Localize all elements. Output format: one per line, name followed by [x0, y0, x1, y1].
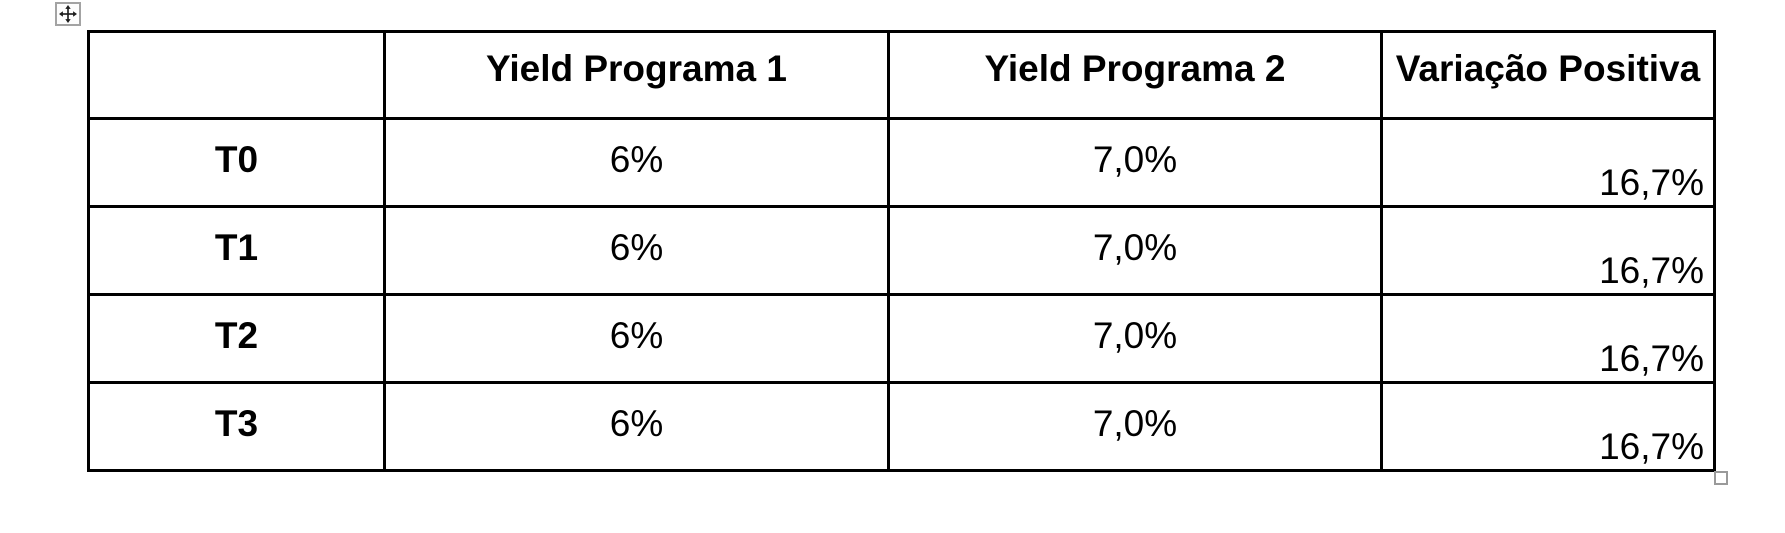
yield2-value-cell[interactable]: 7,0% — [887, 205, 1383, 296]
header-cell-yield-programa-2[interactable]: Yield Programa 2 — [887, 30, 1383, 120]
yield2-value-cell[interactable]: 7,0% — [887, 381, 1383, 472]
variacao-value-cell[interactable]: 16,7% — [1380, 205, 1716, 296]
yield-comparison-table: Yield Programa 1 Yield Programa 2 Variaç… — [87, 30, 1716, 472]
row-label-cell[interactable]: T1 — [87, 205, 386, 296]
table-move-handle[interactable] — [55, 2, 81, 26]
row-label-cell[interactable]: T2 — [87, 293, 386, 384]
header-cell-yield-programa-1[interactable]: Yield Programa 1 — [383, 30, 890, 120]
yield2-value-cell[interactable]: 7,0% — [887, 293, 1383, 384]
yield2-value-cell[interactable]: 7,0% — [887, 117, 1383, 208]
table-row-t1: T1 6% 7,0% 16,7% — [87, 205, 1716, 296]
table-row-t2: T2 6% 7,0% 16,7% — [87, 293, 1716, 384]
variacao-value-cell[interactable]: 16,7% — [1380, 293, 1716, 384]
header-cell-variacao-positiva[interactable]: Variação Positiva — [1380, 30, 1716, 120]
move-arrows-icon — [59, 5, 77, 23]
row-label-cell[interactable]: T3 — [87, 381, 386, 472]
table-resize-handle[interactable] — [1714, 471, 1728, 485]
yield1-value-cell[interactable]: 6% — [383, 117, 890, 208]
header-cell-empty[interactable] — [87, 30, 386, 120]
variacao-value-cell[interactable]: 16,7% — [1380, 117, 1716, 208]
variacao-value-cell[interactable]: 16,7% — [1380, 381, 1716, 472]
row-label-cell[interactable]: T0 — [87, 117, 386, 208]
yield1-value-cell[interactable]: 6% — [383, 381, 890, 472]
yield1-value-cell[interactable]: 6% — [383, 205, 890, 296]
yield1-value-cell[interactable]: 6% — [383, 293, 890, 384]
table-header-row: Yield Programa 1 Yield Programa 2 Variaç… — [87, 30, 1716, 120]
table-row-t0: T0 6% 7,0% 16,7% — [87, 117, 1716, 208]
table-row-t3: T3 6% 7,0% 16,7% — [87, 381, 1716, 472]
